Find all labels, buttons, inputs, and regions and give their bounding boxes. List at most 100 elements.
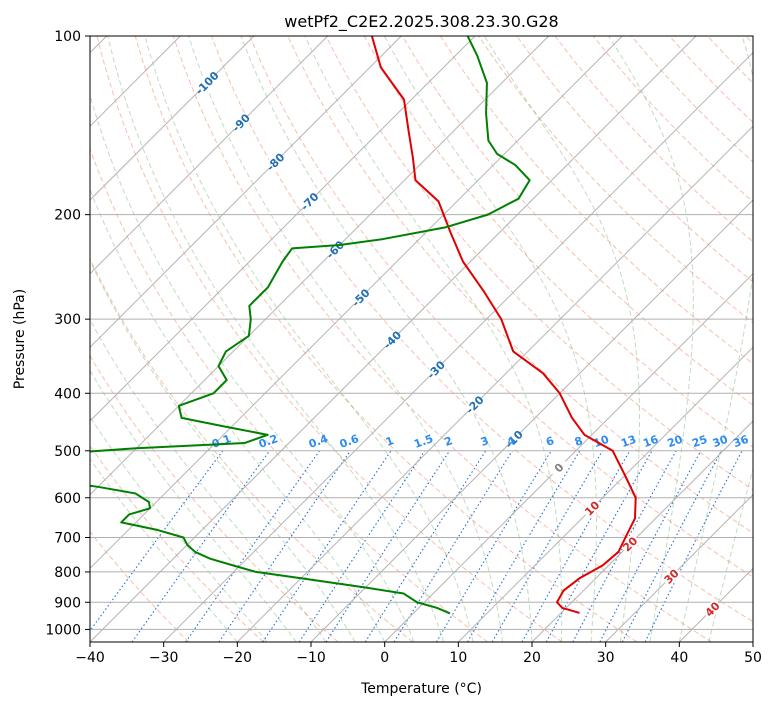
isotherm-label-bg — [660, 565, 682, 588]
dry-adiabat — [325, 36, 753, 491]
mixing-ratio-label: 36 — [731, 433, 750, 451]
isotherms — [90, 36, 753, 642]
dry-adiabat — [249, 36, 753, 578]
y-tick-label: 100 — [54, 29, 81, 45]
y-axis-ticks: 100 200 300 400 500 600 700 800 900 1000 — [45, 29, 90, 638]
mixing-ratio-line — [545, 450, 653, 642]
moist-adiabats — [90, 36, 753, 642]
temperature-line — [370, 36, 637, 614]
moist-adiabat — [90, 457, 238, 642]
mixing-ratio-label: 0.6 — [338, 432, 361, 451]
x-tick-label: 50 — [744, 650, 762, 666]
y-tick-label: 900 — [54, 595, 81, 611]
x-tick-label: −10 — [296, 650, 326, 666]
plot-area: -100-90-80-70-60-50-40-30-20-10010203040… — [90, 36, 753, 642]
isotherm-label-bg — [619, 533, 641, 555]
moist-adiabat — [90, 415, 268, 642]
mixing-ratio-labels: 0.1 0.2 0.4 0.6 1 1.5 2 3 4 6 8 10 13 16 20 25 30 36 — [210, 432, 751, 451]
isotherm-line — [310, 199, 753, 642]
dry-adiabat — [172, 36, 712, 642]
mixing-ratio-label: 13 — [619, 433, 638, 450]
y-axis-label: Pressure (hPa) — [12, 289, 28, 389]
y-tick-label: 400 — [54, 386, 81, 402]
dry-adiabat — [134, 36, 638, 642]
isotherm-line — [90, 36, 255, 201]
mixing-ratio-label: 0.4 — [307, 432, 330, 451]
x-tick-label: −20 — [223, 650, 253, 666]
moist-adiabat — [188, 36, 504, 642]
x-tick-label: 30 — [597, 650, 615, 666]
isotherm-line — [90, 36, 476, 422]
isotherm-line — [90, 36, 329, 275]
dry-adiabat — [90, 354, 339, 642]
mixing-ratio-line — [90, 450, 224, 632]
plot-frame — [89, 35, 754, 643]
mixing-ratio-line — [644, 450, 743, 642]
moist-adiabat — [90, 318, 327, 642]
isotherm-line — [236, 125, 753, 642]
x-tick-label: 0 — [380, 650, 389, 666]
moist-adiabat — [708, 466, 753, 642]
x-tick-label: 40 — [670, 650, 688, 666]
moist-adiabat — [304, 36, 563, 642]
mixing-ratio-label: 6 — [544, 434, 556, 449]
x-tick-label: 20 — [523, 650, 541, 666]
y-tick-label: 800 — [54, 565, 81, 581]
mixing-ratio-line — [131, 450, 271, 642]
dry-adiabat — [96, 36, 563, 642]
moist-adiabat — [678, 36, 753, 642]
y-tick-label: 600 — [54, 491, 81, 507]
mixing-ratio-lines — [90, 450, 743, 642]
moist-adiabat — [240, 36, 533, 642]
mixing-ratio-label: 10 — [592, 433, 611, 451]
isotherm-line — [457, 346, 753, 642]
isotherm-label-bg — [464, 393, 486, 416]
x-tick-label: 10 — [449, 650, 467, 666]
moist-adiabat — [107, 36, 445, 642]
dry-adiabat — [440, 36, 753, 365]
dewpoint-line — [90, 36, 531, 615]
mixing-ratio-label: 8 — [573, 434, 585, 449]
dry-adiabat — [90, 530, 190, 642]
mixing-ratio-label: 25 — [690, 433, 709, 450]
mixing-ratio-line — [298, 450, 426, 642]
isotherm-label-bg — [425, 359, 447, 381]
isotherm-label-bg — [350, 286, 372, 309]
isotherm-label-bg — [548, 457, 570, 479]
mixing-ratio-label: 20 — [666, 433, 685, 451]
dry-adiabat — [401, 36, 753, 406]
isotherm-label-bg — [230, 112, 252, 134]
dry-adiabat — [516, 36, 753, 283]
isobars — [90, 36, 753, 630]
moist-adiabat — [608, 36, 694, 642]
mixing-ratio-line — [364, 450, 487, 642]
x-axis-ticks: −40 −30 −20 −10 0 10 20 30 40 50 — [75, 642, 762, 666]
mixing-ratio-label: 30 — [711, 433, 730, 451]
moist-adiabat — [90, 259, 356, 642]
y-tick-label: 200 — [54, 208, 81, 224]
mixing-ratio-label: 16 — [641, 433, 660, 451]
isotherm-label-bg — [264, 151, 287, 173]
isotherm-label-bg — [196, 72, 218, 94]
moist-adiabat — [144, 36, 474, 642]
dry-adiabat — [90, 444, 264, 642]
y-tick-label: 1000 — [45, 622, 81, 638]
y-tick-label: 300 — [54, 312, 81, 328]
isotherm-label-bg — [298, 190, 321, 213]
mixing-ratio-line — [572, 450, 677, 642]
mixing-ratio-line — [218, 450, 351, 642]
isotherm-line — [90, 36, 623, 570]
mixing-ratio-line — [435, 450, 552, 642]
isotherm-label-bg — [503, 428, 525, 450]
mixing-ratio-line — [521, 450, 631, 642]
x-axis-label: Temperature (°C) — [360, 681, 482, 697]
mixing-ratio-line — [185, 450, 321, 642]
mixing-ratio-line — [325, 450, 451, 642]
mixing-ratio-label: 4 — [505, 434, 517, 449]
mixing-ratio-line — [599, 450, 702, 642]
dry-adiabat — [211, 36, 753, 623]
isotherm-line — [163, 51, 753, 642]
mixing-ratio-label: 3 — [479, 434, 491, 449]
mixing-ratio-line — [262, 450, 392, 642]
